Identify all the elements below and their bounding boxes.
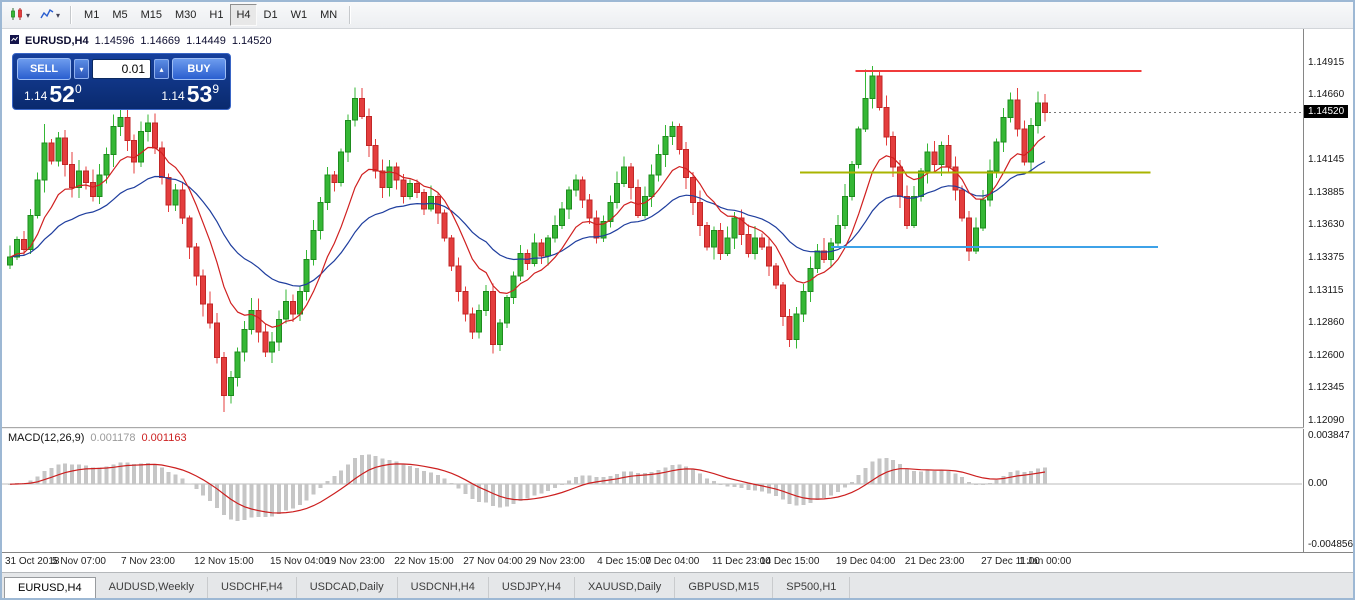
chart-tab-usdcad-daily[interactable]: USDCAD,Daily xyxy=(297,577,398,598)
timeframe-h4[interactable]: H4 xyxy=(230,4,257,26)
toolbar-separator xyxy=(349,6,352,24)
price-axis-label: 1.12600 xyxy=(1308,350,1345,362)
volume-up-button[interactable]: ▴ xyxy=(154,59,169,79)
panel-splitter[interactable] xyxy=(2,427,1353,429)
price-axis-label: 1.13375 xyxy=(1308,251,1345,263)
bar-close-value: 1.14520 xyxy=(231,35,272,47)
macd-label: MACD(12,26,9) 0.001178 0.001163 xyxy=(8,432,187,444)
time-axis-label: 15 Nov 04:00 xyxy=(270,556,330,567)
sell-button[interactable]: SELL xyxy=(17,58,71,80)
chart-tab-xauusd-daily[interactable]: XAUUSD,Daily xyxy=(575,577,676,598)
price-chart[interactable] xyxy=(2,29,1304,427)
price-axis-label: 1.14660 xyxy=(1308,88,1345,100)
time-axis-label: 4 Dec 15:00 xyxy=(597,556,652,567)
sell-price-sup: 0 xyxy=(74,82,82,96)
toolbar-separator xyxy=(70,6,73,24)
time-axis-label: 11 Dec 23:00 xyxy=(712,556,771,567)
timeframe-w1[interactable]: W1 xyxy=(290,9,308,21)
buy-price[interactable]: 1.14 53 9 xyxy=(161,82,219,106)
time-axis-label: 14 Dec 15:00 xyxy=(759,556,820,567)
chart-tab-usdjpy-h4[interactable]: USDJPY,H4 xyxy=(489,577,575,598)
chart-region: EURUSD,H4 1.14596 1.14669 1.14449 1.1452… xyxy=(2,29,1353,572)
price-axis-label: 1.14145 xyxy=(1308,154,1345,166)
macd-axis-label: 0.00 xyxy=(1308,478,1328,490)
timeframe-mn[interactable]: MN xyxy=(320,9,338,21)
chart-tab-bar: EURUSD,H4 AUDUSD,Weekly USDCHF,H4 USDCAD,Da… xyxy=(2,572,1353,598)
time-axis-label: 31 Oct 2018 xyxy=(5,556,60,567)
macd-name: MACD(12,26,9) xyxy=(8,432,85,444)
toolbar: ▾ ▾ M1 M5 M15 M30 H1 H4 D1 W1 MN xyxy=(2,2,1353,29)
price-axis-label: 1.13115 xyxy=(1308,284,1344,296)
time-axis-label: 7 Dec 04:00 xyxy=(645,556,700,567)
price-axis-label: 1.12860 xyxy=(1308,317,1345,329)
price-axis-label: 1.14915 xyxy=(1308,56,1345,68)
time-axis-label: 22 Nov 15:00 xyxy=(394,556,454,567)
price-axis[interactable]: 1.14520 1.14915 1.14660 1.14145 1.13885 1.13… xyxy=(1304,29,1354,552)
chart-type-button[interactable]: ▾ xyxy=(6,4,34,26)
time-axis-label: 29 Nov 23:00 xyxy=(525,556,585,567)
chart-tab-gbpusd-m15[interactable]: GBPUSD,M15 xyxy=(675,577,774,598)
chart-title: EURUSD,H4 1.14596 1.14669 1.14449 1.1452… xyxy=(10,35,272,47)
volume-down-button[interactable]: ▾ xyxy=(74,59,89,79)
buy-price-prefix: 1.14 xyxy=(161,89,185,103)
price-axis-label: 1.12345 xyxy=(1308,382,1345,394)
timeframe-h1[interactable]: H1 xyxy=(209,9,224,21)
time-axis-label: 19 Nov 23:00 xyxy=(325,556,385,567)
chart-tab-usdchf-h4[interactable]: USDCHF,H4 xyxy=(208,577,297,598)
macd-panel[interactable] xyxy=(2,429,1304,552)
time-axis-label: 12 Nov 15:00 xyxy=(194,556,254,567)
timeframe-group: M1 M5 M15 M30 H1 H4 D1 W1 MN xyxy=(78,4,343,26)
chevron-down-icon: ▾ xyxy=(56,10,61,20)
price-axis-label: 1.13885 xyxy=(1308,187,1345,199)
bar-high-value: 1.14669 xyxy=(140,35,181,47)
chart-tab-audusd-weekly[interactable]: AUDUSD,Weekly xyxy=(96,577,208,598)
chart-tab-sp500-h1[interactable]: SP500,H1 xyxy=(773,577,851,598)
macd-bottom-border xyxy=(2,552,1353,553)
macd-signal-line xyxy=(9,463,1046,514)
timeframe-m1[interactable]: M1 xyxy=(84,9,100,21)
macd-axis-label: -0.004856 xyxy=(1308,539,1354,551)
buy-price-sup: 9 xyxy=(212,82,219,96)
timeframe-m5[interactable]: M5 xyxy=(112,9,128,21)
time-axis-label: 19 Dec 04:00 xyxy=(835,556,896,567)
volume-input[interactable] xyxy=(92,59,151,79)
chart-tab-usdcnh-h4[interactable]: USDCNH,H4 xyxy=(398,577,489,598)
macd-axis-label: 0.003847 xyxy=(1308,429,1350,441)
current-price-tag: 1.14520 xyxy=(1304,104,1349,118)
price-chart-canvas[interactable] xyxy=(2,29,1303,427)
time-axis-label: 5 Nov 07:00 xyxy=(52,556,106,567)
bar-low-value: 1.14449 xyxy=(186,35,226,47)
macd-signal-value: 0.001163 xyxy=(141,432,187,444)
indicator-icon xyxy=(40,7,54,24)
chart-icon xyxy=(10,35,19,47)
time-axis-label: 21 Dec 23:00 xyxy=(904,556,965,567)
timeframe-d1[interactable]: D1 xyxy=(263,9,278,21)
time-axis-label: 27 Dec 11:00 xyxy=(981,556,1040,567)
chart-type-icon xyxy=(10,7,24,24)
buy-button[interactable]: BUY xyxy=(172,58,226,80)
time-axis[interactable]: 31 Oct 2018 5 Nov 07:00 7 Nov 23:00 12 Nov … xyxy=(2,553,1303,572)
price-axis-label: 1.12090 xyxy=(1308,414,1345,426)
sell-price-prefix: 1.14 xyxy=(24,89,48,103)
buy-price-big: 53 xyxy=(186,81,213,107)
timeframe-m15[interactable]: M15 xyxy=(140,9,162,21)
time-axis-label: 27 Nov 04:00 xyxy=(463,556,523,567)
indicator-button[interactable]: ▾ xyxy=(36,4,64,26)
chart-symbol-period: EURUSD,H4 xyxy=(25,35,89,47)
price-axis-label: 1.13630 xyxy=(1308,219,1345,231)
sell-price-big: 52 xyxy=(49,81,75,107)
macd-value: 0.001178 xyxy=(90,432,136,444)
time-axis-label: 7 Nov 23:00 xyxy=(121,556,175,567)
ma-fast-line xyxy=(9,135,1046,328)
time-axis-label: 1 Jan 00:00 xyxy=(1018,556,1072,567)
macd-canvas[interactable] xyxy=(2,429,1303,552)
ma-slow-line xyxy=(9,160,1046,287)
timeframe-m30[interactable]: M30 xyxy=(175,9,197,21)
bar-open-value: 1.14596 xyxy=(94,35,135,47)
chevron-down-icon: ▾ xyxy=(26,10,31,20)
chart-tab-eurusd-h4[interactable]: EURUSD,H4 xyxy=(4,577,96,598)
one-click-trade-panel: SELL ▾ ▴ BUY 1.14 52 0 1.14 53 9 xyxy=(12,53,231,110)
sell-price[interactable]: 1.14 52 0 xyxy=(24,82,82,106)
